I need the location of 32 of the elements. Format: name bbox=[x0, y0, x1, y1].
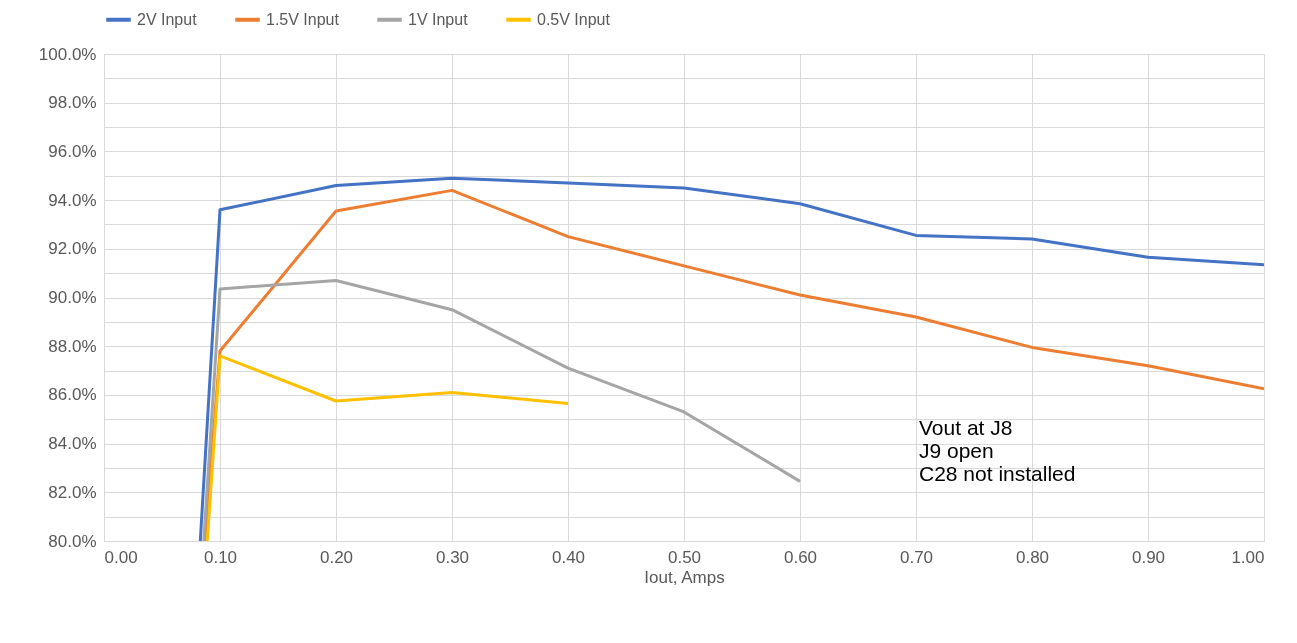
x-tick-label: 0.20 bbox=[319, 547, 354, 567]
y-tick-label: 90.0% bbox=[48, 288, 97, 307]
y-tick-label: 92.0% bbox=[48, 239, 97, 259]
x-tick-label: 1.00 bbox=[1231, 547, 1265, 567]
legend-label: 1V Input bbox=[408, 10, 469, 28]
x-axis-title: Iout, Amps bbox=[644, 567, 725, 587]
x-tick-label: 0.30 bbox=[435, 547, 470, 567]
x-tick-label: 0.00 bbox=[104, 547, 138, 567]
legend-label: 1.5V Input bbox=[266, 10, 340, 28]
line-series bbox=[205, 354, 570, 541]
x-tick-label: 0.80 bbox=[1015, 547, 1050, 567]
x-tick-label: 0.70 bbox=[899, 547, 934, 567]
y-tick-label: 96.0% bbox=[48, 141, 97, 161]
y-tick-label: 82.0% bbox=[48, 482, 97, 502]
line-series bbox=[202, 278, 802, 541]
x-tick-label: 0.60 bbox=[783, 547, 818, 567]
legend-label: 2V Input bbox=[137, 10, 198, 28]
annotation: Vout at J8 bbox=[919, 415, 1013, 439]
y-tick-label: 100.0% bbox=[38, 44, 97, 64]
x-tick-label: 0.90 bbox=[1131, 547, 1166, 567]
x-tick-label: 0.50 bbox=[667, 547, 702, 567]
legend-label: 0.5V Input bbox=[537, 10, 611, 28]
annotation: J9 open bbox=[919, 438, 994, 462]
annotation: C28 not installed bbox=[919, 461, 1076, 485]
x-tick-label: 0.10 bbox=[203, 547, 238, 567]
y-tick-label: 94.0% bbox=[48, 190, 97, 210]
y-tick-label: 98.0% bbox=[48, 93, 97, 113]
y-tick-label: 86.0% bbox=[48, 385, 97, 405]
y-tick-label: 84.0% bbox=[48, 434, 97, 454]
x-tick-label: 0.40 bbox=[551, 547, 586, 567]
y-tick-label: 80.0% bbox=[48, 531, 97, 551]
y-tick-label: 88.0% bbox=[48, 336, 97, 356]
